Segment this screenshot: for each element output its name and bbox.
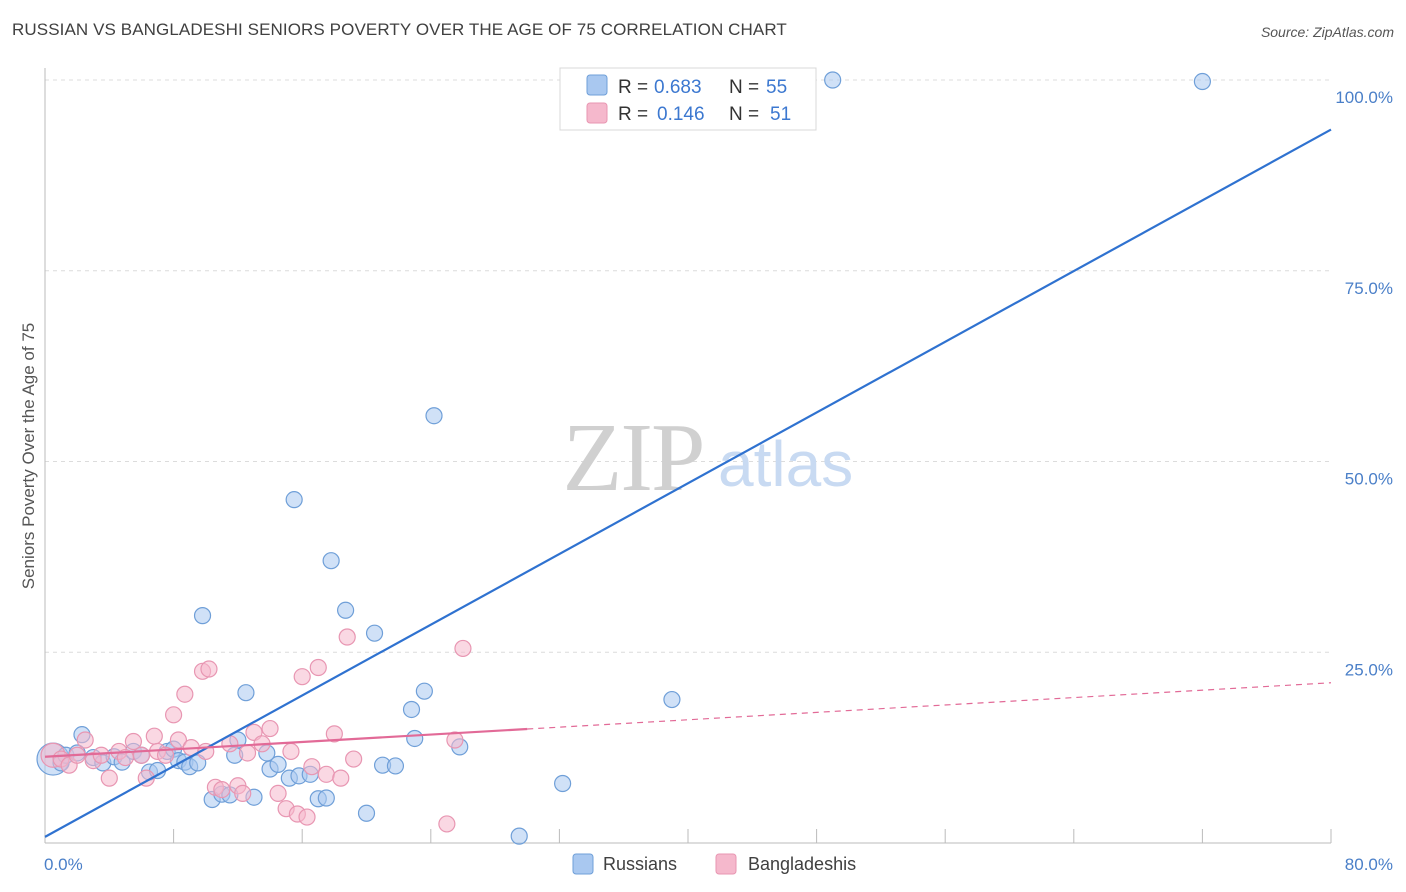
bottom-legend-swatch-bangladeshis bbox=[715, 853, 737, 875]
source-credit: Source: ZipAtlas.com bbox=[1260, 24, 1394, 40]
legend-r-value-bangladeshis: 0.146 bbox=[657, 104, 705, 125]
bangladeshis-point-13 bbox=[145, 727, 163, 745]
x-tick-label-0: 0.0% bbox=[44, 855, 83, 874]
grid-layer bbox=[45, 79, 1331, 653]
bangladeshis-trend-line-extrapolated bbox=[527, 682, 1332, 730]
chart-title: RUSSIAN VS BANGLADESHI SENIORS POVERTY O… bbox=[12, 20, 787, 39]
russians-point-51 bbox=[1193, 72, 1212, 91]
trend-layer bbox=[44, 128, 1332, 838]
russians-point-41 bbox=[386, 757, 405, 775]
bangladeshis-point-7 bbox=[100, 769, 118, 787]
bangladeshis-point-10 bbox=[124, 732, 143, 751]
bangladeshis-point-45 bbox=[438, 815, 456, 833]
bangladeshis-point-15 bbox=[156, 746, 175, 764]
legend-swatch-bangladeshis bbox=[586, 102, 608, 124]
legend-swatch-russians bbox=[586, 74, 608, 96]
russians-point-36 bbox=[322, 552, 340, 570]
russians-point-37 bbox=[337, 601, 355, 619]
legend-n-label-russians: N = bbox=[729, 77, 759, 98]
legend-r-label-russians: R = bbox=[618, 77, 648, 98]
russians-point-38 bbox=[357, 804, 376, 822]
russians-point-43 bbox=[406, 729, 424, 748]
watermark-zip: ZIP bbox=[563, 404, 704, 512]
watermark: ZIP atlas bbox=[563, 404, 854, 512]
y-tick-label-50: 50.0% bbox=[1345, 470, 1393, 489]
bangladeshis-point-17 bbox=[169, 731, 188, 749]
bangladeshis-point-44 bbox=[345, 750, 363, 768]
y-tick-label-25: 25.0% bbox=[1345, 660, 1393, 679]
watermark-atlas: atlas bbox=[718, 428, 853, 500]
tick-layer bbox=[173, 829, 1332, 843]
russians-point-44 bbox=[415, 682, 433, 700]
bangladeshis-point-42 bbox=[332, 769, 350, 787]
legend-n-label-bangladeshis: N = bbox=[729, 104, 759, 125]
bangladeshis-point-36 bbox=[293, 668, 311, 686]
y-axis-label: Seniors Poverty Over the Age of 75 bbox=[19, 323, 38, 589]
y-tick-label-100: 100.0% bbox=[1335, 88, 1393, 107]
russians-point-47 bbox=[510, 827, 528, 845]
bangladeshis-point-28 bbox=[238, 744, 257, 762]
russians-point-19 bbox=[193, 607, 212, 625]
bangladeshis-point-47 bbox=[454, 639, 472, 658]
bangladeshis-point-18 bbox=[176, 685, 194, 703]
series-legend: Russians Bangladeshis bbox=[572, 853, 856, 875]
russians-trend-line bbox=[44, 128, 1332, 838]
bangladeshis-point-43 bbox=[338, 628, 356, 646]
bangladeshis-point-11 bbox=[132, 746, 151, 764]
russians-point-50 bbox=[824, 71, 842, 89]
russians-point-25 bbox=[237, 684, 255, 702]
bangladeshis-point-16 bbox=[165, 706, 183, 724]
russians-point-39 bbox=[365, 624, 384, 642]
russians-point-31 bbox=[285, 491, 303, 509]
bangladeshis-point-4 bbox=[76, 731, 94, 749]
legend-n-value-bangladeshis: 51 bbox=[770, 104, 791, 125]
russians-point-42 bbox=[402, 700, 421, 719]
bangladeshis-point-34 bbox=[282, 742, 300, 761]
bottom-legend-label-russians: Russians bbox=[603, 854, 677, 874]
y-tick-label-75: 75.0% bbox=[1345, 279, 1393, 298]
legend-r-label-bangladeshis: R = bbox=[618, 104, 648, 125]
russians-point-45 bbox=[425, 407, 443, 425]
russians-point-29 bbox=[269, 755, 287, 774]
correlation-legend: R = 0.683 N = 55 R = 0.146 N = 51 bbox=[559, 67, 817, 131]
bangladeshis-point-37 bbox=[298, 808, 316, 826]
legend-r-value-russians: 0.683 bbox=[654, 77, 702, 98]
russians-point-35 bbox=[317, 789, 335, 807]
bangladeshis-point-31 bbox=[261, 719, 279, 738]
bottom-legend-label-bangladeshis: Bangladeshis bbox=[748, 854, 856, 874]
bangladeshis-point-24 bbox=[213, 780, 231, 799]
bangladeshis-trend-line bbox=[44, 727, 528, 758]
bangladeshis-point-27 bbox=[234, 784, 252, 803]
legend-n-value-russians: 55 bbox=[766, 77, 787, 98]
bangladeshis-point-40 bbox=[317, 765, 335, 783]
bangladeshis-point-32 bbox=[269, 784, 287, 803]
bangladeshis-point-22 bbox=[200, 660, 218, 678]
bottom-legend-swatch-russians bbox=[572, 853, 594, 875]
russians-point-48 bbox=[554, 774, 572, 793]
bangladeshis-point-46 bbox=[446, 731, 464, 749]
russians-point-49 bbox=[663, 690, 681, 709]
bangladeshis-point-39 bbox=[309, 658, 327, 677]
bangladeshis-point-6 bbox=[92, 746, 110, 764]
bangladeshis-point-38 bbox=[303, 758, 321, 776]
x-tick-label-80: 80.0% bbox=[1345, 855, 1393, 874]
bangladeshis-point-41 bbox=[325, 725, 343, 743]
